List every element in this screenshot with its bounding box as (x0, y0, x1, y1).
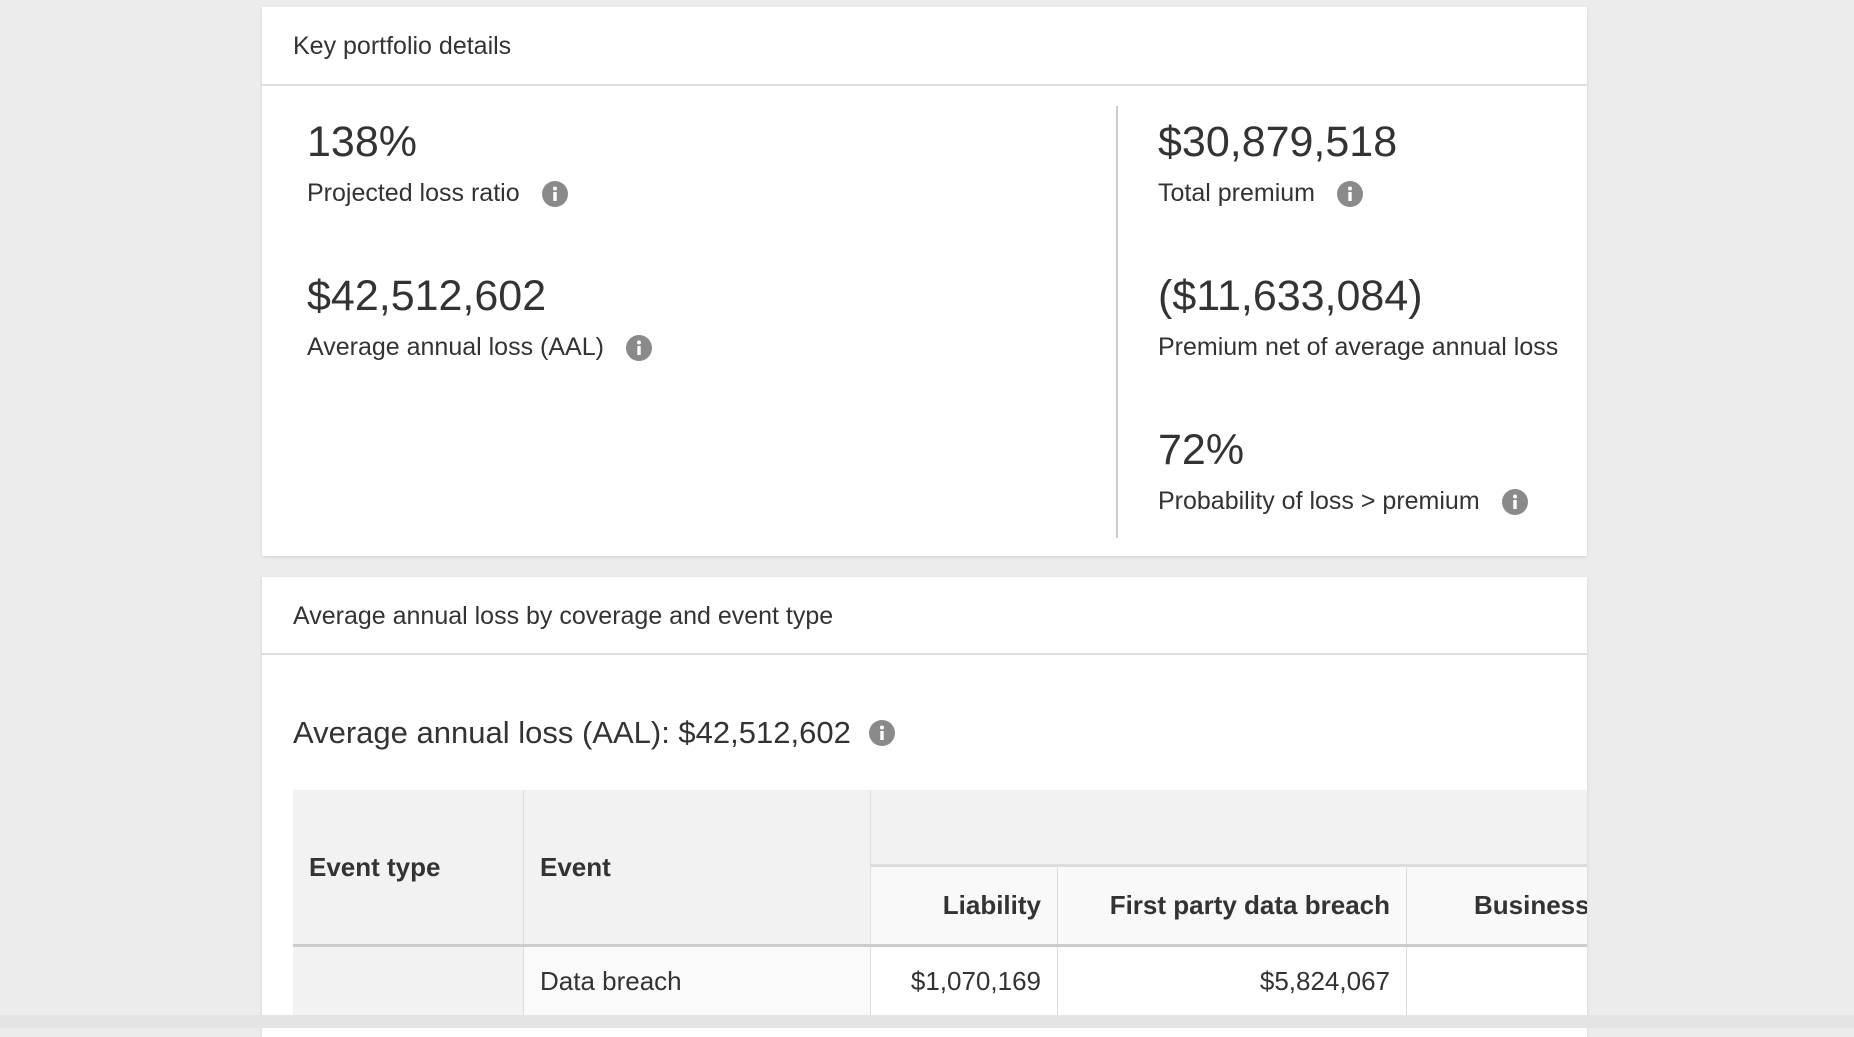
info-icon[interactable] (1337, 180, 1363, 207)
metric-label: Projected loss ratio (307, 179, 520, 207)
header-group (871, 790, 1587, 867)
header-cell: First party data breach (1058, 867, 1407, 944)
metric-value: $42,512,602 (307, 272, 547, 320)
info-icon[interactable] (868, 720, 895, 746)
metric: ($11,633,084) Premium net of average annu… (1158, 272, 1558, 362)
card-header: Key portfolio details (262, 7, 1587, 86)
metric-value: ($11,633,084) (1158, 272, 1423, 320)
aal-heading-row: Average annual loss (AAL): $42,512,602 (293, 715, 895, 751)
info-icon[interactable] (1501, 488, 1528, 515)
portfolio-card: Key portfolio details 138% Projected loss… (262, 7, 1587, 556)
cell: $1,070,169 (871, 947, 1058, 1015)
metric: $30,879,518 Total premium (1158, 118, 1397, 208)
aal-card: Average annual loss by coverage and even… (262, 577, 1587, 1037)
header-border (293, 944, 1587, 947)
metric-label-row: Average annual loss (AAL) (307, 333, 652, 362)
header-cell: Business i (1407, 867, 1587, 944)
metric-label-row: Probability of loss > premium (1158, 487, 1528, 516)
metric-label-row: Total premium (1158, 179, 1397, 208)
metric: 138% Projected loss ratio (307, 118, 568, 208)
metric-label: Average annual loss (AAL) (307, 333, 604, 361)
header-cell: Liability (871, 867, 1058, 944)
info-icon[interactable] (625, 334, 652, 361)
metric-label-row: Premium net of average annual loss (1158, 333, 1558, 362)
metric-label: Premium net of average annual loss (1158, 333, 1559, 361)
cell: Data breach (524, 947, 871, 1015)
metric-label: Probability of loss > premium (1158, 487, 1480, 515)
bottom-bar (0, 1015, 1854, 1028)
info-icon[interactable] (541, 180, 568, 207)
divider (1116, 106, 1118, 538)
header-cell: Event type (293, 790, 524, 944)
metric-label: Total premium (1158, 179, 1315, 207)
metric-value: 72% (1158, 426, 1245, 474)
cell: $5,824,067 (1058, 947, 1407, 1015)
metric-value: $30,879,518 (1158, 118, 1398, 166)
metric: 72% Probability of loss > premium (1158, 426, 1528, 516)
aal-heading: Average annual loss (AAL): $42,512,602 (293, 715, 851, 750)
header-cell: Event (524, 790, 871, 944)
metric: $42,512,602 Average annual loss (AAL) (307, 272, 652, 362)
aal-table: Event type Event Liability First party data… (293, 790, 1587, 1015)
metric-value: 138% (307, 118, 417, 166)
cell (1407, 947, 1587, 1015)
card-header: Average annual loss by coverage and even… (262, 577, 1587, 655)
metric-label-row: Projected loss ratio (307, 179, 568, 208)
cell (293, 947, 524, 1015)
